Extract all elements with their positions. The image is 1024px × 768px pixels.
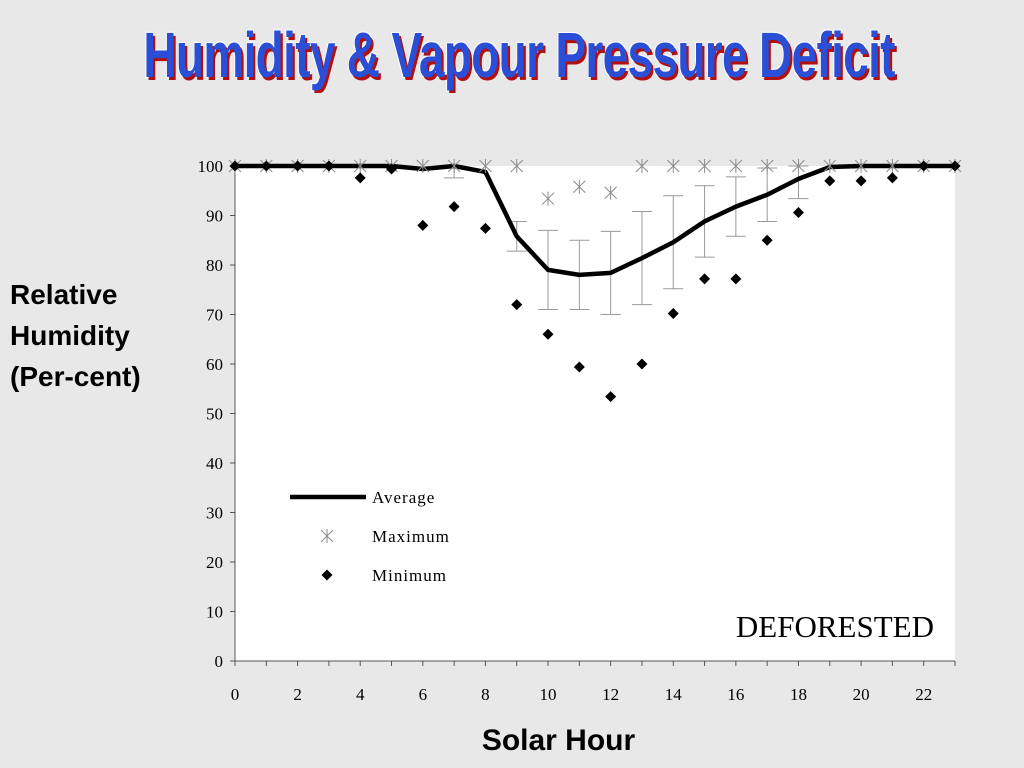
point-maximum	[447, 159, 461, 173]
x-tick-label: 10	[540, 685, 557, 704]
point-minimum	[448, 201, 460, 213]
y-tick-label: 100	[198, 157, 224, 176]
x-tick-label: 6	[419, 685, 428, 704]
y-axis-label: Relative Humidity (Per-cent)	[10, 274, 141, 397]
point-minimum	[855, 175, 867, 187]
y-axis-label-line: Relative	[10, 279, 118, 310]
x-tick-label: 18	[790, 685, 807, 704]
point-maximum	[886, 159, 899, 173]
y-axis-label-line: Humidity	[10, 320, 130, 351]
point-maximum	[823, 159, 837, 173]
legend-label: Maximum	[372, 527, 450, 546]
plot-area	[235, 166, 955, 661]
point-minimum	[229, 160, 241, 172]
series-lines	[235, 163, 955, 278]
point-maximum	[416, 159, 430, 173]
chart-annotation: DEFORESTED	[736, 609, 934, 644]
y-tick-label: 70	[206, 306, 223, 325]
point-minimum	[886, 172, 898, 184]
slide-title: Humidity & Vapour Pressure Deficit	[143, 19, 895, 91]
point-minimum	[730, 273, 742, 285]
point-minimum	[573, 361, 585, 373]
point-maximum	[510, 159, 524, 173]
point-minimum	[636, 358, 648, 370]
y-tick-label: 60	[206, 355, 223, 374]
point-maximum	[353, 159, 367, 173]
point-minimum	[824, 175, 836, 187]
x-axis-label: Solar Hour	[481, 724, 636, 757]
point-maximum	[729, 159, 743, 173]
x-tick-label: 12	[602, 685, 619, 704]
y-tick-label: 20	[206, 553, 223, 572]
y-tick-label: 30	[206, 504, 223, 523]
point-minimum	[949, 160, 961, 172]
point-maximum	[666, 159, 680, 173]
annotations: DEFORESTED	[736, 609, 934, 644]
point-maximum	[635, 159, 649, 173]
point-maximum	[760, 159, 774, 173]
point-minimum	[918, 160, 930, 172]
x-tick-label: 8	[481, 685, 490, 704]
x-tick-label: 16	[727, 685, 744, 704]
series-line-average	[235, 163, 955, 278]
x-tick-label: 2	[293, 685, 302, 704]
x-tick-label: 14	[665, 685, 683, 704]
point-minimum	[323, 160, 335, 172]
legend: Average Maximum Minimum	[290, 488, 450, 585]
point-minimum	[417, 219, 429, 231]
x-tick-label: 22	[915, 685, 932, 704]
axes: 0 10 20 30 40 50 60 70 80 90 100 0 2 4 6 8 10 12 14 16 18 20 2…	[198, 157, 956, 704]
y-tick-label: 80	[206, 256, 223, 275]
point-minimum	[479, 222, 491, 234]
point-minimum	[354, 172, 366, 184]
point-minimum	[386, 163, 398, 175]
point-minimum	[260, 160, 272, 172]
point-minimum	[792, 207, 804, 219]
y-tick-label: 0	[215, 652, 224, 671]
point-maximum	[604, 185, 618, 200]
point-minimum	[699, 273, 711, 285]
x-tick-label: 4	[356, 685, 365, 704]
x-tick-label: 20	[853, 685, 870, 704]
y-tick-label: 40	[206, 454, 223, 473]
y-tick-label: 90	[206, 207, 223, 226]
point-minimum	[511, 299, 523, 311]
point-maximum	[572, 179, 586, 194]
point-maximum	[541, 191, 555, 206]
point-minimum	[667, 308, 679, 320]
y-tick-label: 50	[206, 405, 223, 424]
legend-label: Minimum	[372, 566, 447, 585]
point-minimum	[292, 160, 304, 172]
point-minimum	[761, 234, 773, 246]
series-points	[228, 159, 962, 403]
legend-label: Average	[372, 488, 435, 507]
x-tick-label: 0	[231, 685, 240, 704]
y-tick-label: 10	[206, 603, 223, 622]
point-minimum	[542, 328, 554, 340]
point-minimum	[605, 391, 617, 403]
legend-swatch-maximum	[320, 529, 334, 543]
y-axis-label-line: (Per-cent)	[10, 361, 141, 392]
legend-swatch-minimum	[321, 569, 333, 581]
point-maximum	[698, 159, 711, 173]
point-maximum	[792, 159, 805, 173]
point-maximum	[479, 159, 492, 173]
point-maximum	[854, 159, 868, 173]
